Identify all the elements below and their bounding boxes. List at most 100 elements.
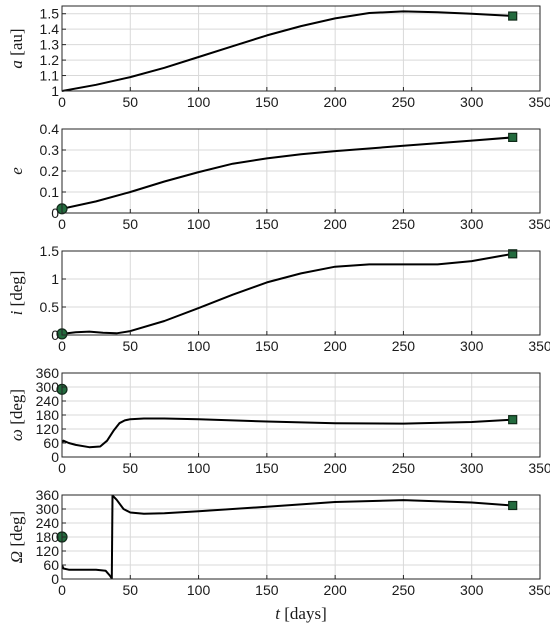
axes-frame [61, 250, 541, 336]
y-tick-label: 240 [36, 515, 60, 531]
panel-2: 0 50 100 150 200 250 300 350 0 0.1 0.2 0.3 0.4 e [7, 121, 550, 232]
y-tick-label: 300 [36, 501, 60, 517]
y-tick-label: 0.2 [40, 163, 60, 179]
y-axis-symbol: i [7, 310, 26, 315]
y-tick-label: 1 [51, 271, 59, 287]
x-tick-label: 50 [122, 94, 138, 110]
y-tick-label: 0 [51, 571, 59, 587]
series-line-3 [111, 494, 513, 515]
y-tick-label: 0 [51, 205, 59, 221]
y-tick-label: 0.3 [40, 142, 60, 158]
y-axis-symbol: e [7, 167, 26, 175]
panel-4: 0 50 100 150 200 250 300 350060120180240300360ω… [7, 365, 550, 476]
x-tick-label: 200 [323, 338, 347, 354]
y-tick-label: 60 [43, 435, 59, 451]
y-tick-label: 1.3 [40, 37, 60, 53]
x-tick-label: 150 [255, 94, 279, 110]
y-axis-label: a [au] [7, 28, 26, 68]
x-tick-label: 100 [187, 216, 211, 232]
y-axis-label: ω [deg] [7, 389, 26, 441]
series-line-1 [62, 136, 513, 210]
y-tick-label: 0.1 [40, 184, 60, 200]
x-tick-label: 100 [187, 94, 211, 110]
x-tick-label: 200 [323, 460, 347, 476]
x-tick-label: 0 [58, 460, 66, 476]
x-tick-label: 350 [528, 582, 550, 598]
x-tick-label: 350 [528, 338, 550, 354]
y-tick-label: 1.5 [40, 6, 60, 22]
y-tick-label: 240 [36, 393, 60, 409]
x-tick-label: 250 [392, 338, 416, 354]
series-line-1 [62, 252, 513, 335]
end-marker [508, 132, 518, 142]
y-tick-label: 0 [51, 327, 59, 343]
y-tick-label: 300 [36, 379, 60, 395]
x-tick-label: 50 [122, 216, 138, 232]
y-axis-label: e [7, 167, 26, 175]
x-tick-label: 250 [392, 216, 416, 232]
y-tick-label: 1.4 [40, 21, 60, 37]
x-tick-label: 0 [58, 338, 66, 354]
y-tick-label: 1.2 [40, 52, 60, 68]
end-marker [508, 500, 518, 511]
x-tick-label: 250 [392, 582, 416, 598]
x-tick-label: 300 [460, 94, 484, 110]
x-tick-label: 350 [528, 94, 550, 110]
x-tick-label: 350 [528, 216, 550, 232]
panel-1: 0 50 100 150 200 250 300 350 11.11.21.31.41.5 a [… [7, 5, 550, 110]
series-line-1 [62, 417, 513, 449]
x-tick-label: 150 [255, 216, 279, 232]
x-tick-label: 100 [187, 460, 211, 476]
x-tick-label: 150 [255, 338, 279, 354]
end-marker [508, 249, 518, 259]
y-tick-label: 360 [36, 365, 60, 381]
y-axis-symbol: a [7, 60, 26, 69]
x-tick-label: 250 [392, 460, 416, 476]
y-axis-unit: [deg] [7, 389, 26, 429]
x-tick-label: 200 [323, 582, 347, 598]
y-tick-label: 120 [36, 421, 60, 437]
series-line-2 [110, 495, 114, 579]
x-tick-label: 50 [122, 582, 138, 598]
y-axis-symbol: ω [7, 429, 26, 441]
x-tick-label: 200 [323, 216, 347, 232]
x-tick-label: 50 [122, 460, 138, 476]
x-tick-label: 0 [58, 216, 66, 232]
x-tick-label: 200 [323, 94, 347, 110]
y-tick-label: 0 [51, 449, 59, 465]
y-axis-label: i [deg] [7, 271, 26, 316]
x-tick-label: 50 [122, 338, 138, 354]
axes-frame [61, 5, 541, 92]
x-tick-label: 300 [460, 216, 484, 232]
y-tick-label: 360 [36, 487, 60, 503]
y-tick-label: 1 [51, 83, 59, 99]
x-axis-label: t [days] [275, 604, 326, 623]
y-tick-label: 1.5 [40, 243, 60, 259]
x-tick-label: 0 [58, 582, 66, 598]
end-marker [508, 11, 518, 21]
panel-5: 0 50 100 150 200 250 300 350060120180240300360Ω… [7, 487, 550, 623]
y-tick-label: 120 [36, 543, 60, 559]
x-tick-label: 0 [58, 94, 66, 110]
y-tick-label: 0.4 [40, 121, 60, 137]
x-tick-label: 350 [528, 460, 550, 476]
end-marker [508, 415, 518, 425]
x-tick-label: 300 [460, 338, 484, 354]
y-axis-unit: [deg] [7, 511, 26, 551]
series-line-1 [62, 564, 113, 580]
y-tick-label: 0.5 [40, 299, 60, 315]
x-tick-label: 250 [392, 94, 416, 110]
x-axis-unit: [days] [280, 604, 327, 623]
y-axis-unit: [au] [7, 28, 26, 60]
y-tick-label: 60 [43, 557, 59, 573]
x-tick-label: 150 [255, 582, 279, 598]
y-tick-label: 180 [36, 529, 60, 545]
x-tick-label: 100 [187, 338, 211, 354]
y-axis-symbol: Ω [7, 551, 26, 563]
x-axis-symbol: t [275, 604, 281, 623]
y-axis-unit: [deg] [7, 271, 26, 311]
x-tick-label: 150 [255, 460, 279, 476]
y-axis-label: Ω [deg] [7, 511, 26, 563]
y-tick-label: 1.1 [40, 68, 60, 84]
series-line-1 [62, 10, 513, 92]
